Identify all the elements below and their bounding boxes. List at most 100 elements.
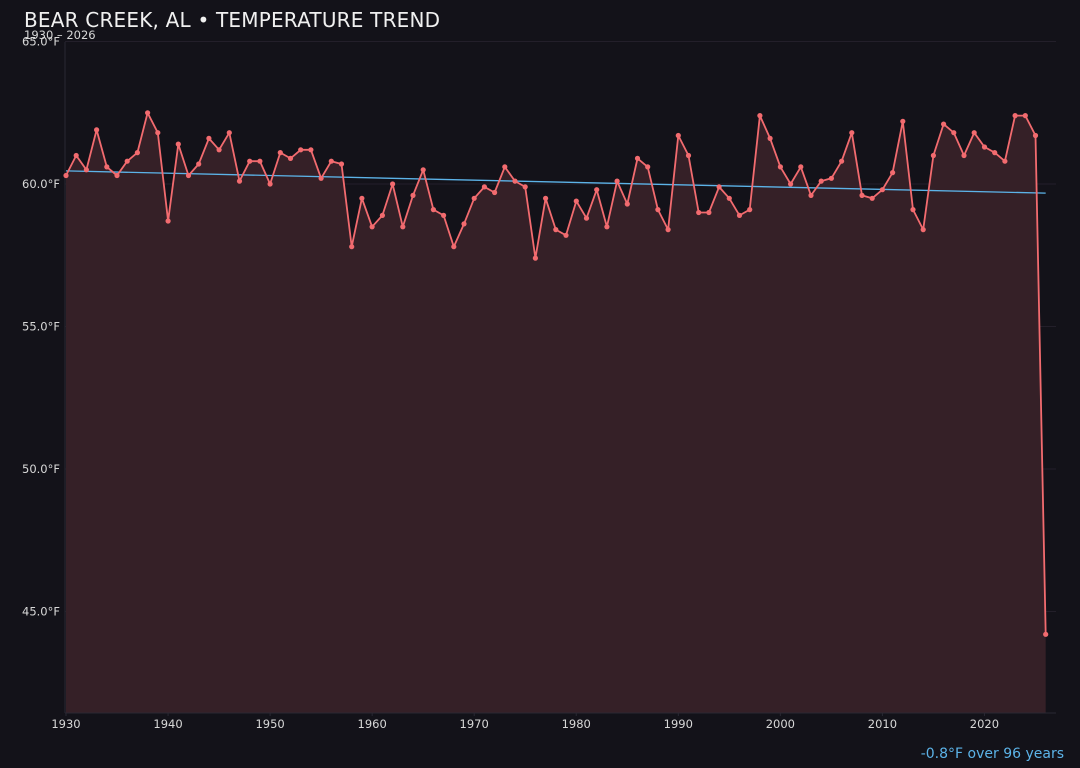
data-points [63, 110, 1049, 637]
data-point [196, 161, 202, 167]
data-point [114, 172, 120, 179]
data-point [185, 172, 192, 179]
data-point [512, 178, 518, 184]
data-point [441, 212, 447, 218]
data-point [451, 244, 457, 250]
data-point [73, 152, 79, 159]
data-point [839, 158, 845, 164]
data-point [767, 135, 773, 141]
x-tick-label: 2000 [766, 717, 795, 731]
data-point [390, 181, 396, 187]
chart-title: BEAR CREEK, AL • TEMPERATURE TREND [24, 8, 441, 32]
data-point [757, 113, 763, 119]
data-point [308, 147, 314, 153]
x-tick-label: 1960 [358, 717, 387, 731]
data-point [1032, 132, 1039, 139]
data-point [543, 195, 549, 201]
data-point [900, 118, 906, 124]
data-point [655, 207, 661, 213]
data-point [104, 164, 110, 170]
data-point [257, 158, 263, 164]
data-point [788, 181, 794, 187]
data-point [267, 181, 273, 187]
data-point [920, 227, 926, 233]
data-point [216, 147, 222, 153]
y-tick-label: 60.0°F [22, 177, 60, 191]
data-point [706, 209, 712, 216]
x-tick-label: 2020 [970, 717, 999, 731]
y-tick-label: 55.0°F [22, 320, 60, 334]
data-point [879, 187, 886, 193]
data-point [910, 207, 916, 213]
data-point [420, 167, 426, 173]
y-tick-label: 50.0°F [22, 462, 60, 476]
data-point [573, 198, 579, 204]
data-point [236, 178, 243, 184]
data-point [349, 244, 355, 250]
data-point [818, 178, 824, 184]
data-point [247, 158, 253, 164]
data-point [563, 232, 569, 238]
data-point [726, 195, 732, 201]
data-point [716, 184, 722, 190]
data-point [604, 224, 610, 230]
data-point [614, 178, 620, 184]
x-tick-label: 1940 [153, 717, 182, 731]
x-tick-label: 1930 [51, 717, 80, 731]
data-point [502, 164, 508, 170]
data-point [981, 144, 988, 150]
data-point [685, 152, 692, 159]
data-point [359, 195, 365, 201]
data-point [583, 215, 590, 221]
data-point [124, 158, 130, 164]
data-point [747, 207, 753, 213]
y-tick-label: 45.0°F [22, 605, 60, 619]
data-point [175, 141, 181, 147]
data-point [696, 209, 702, 216]
data-point [1012, 113, 1018, 119]
data-point [1043, 631, 1049, 637]
data-point [808, 192, 814, 198]
data-point [83, 167, 89, 173]
data-point [461, 221, 467, 227]
data-point [930, 152, 937, 159]
data-point [522, 184, 528, 190]
data-point [94, 127, 100, 133]
data-point [634, 155, 641, 161]
data-point [165, 218, 171, 224]
data-point [369, 224, 375, 230]
y-axis-ticks: 65.0°F 60.0°F 55.0°F 50.0°F 45.0°F [22, 35, 60, 619]
data-point [1022, 113, 1028, 119]
data-point [859, 192, 865, 198]
data-point [155, 130, 161, 136]
data-point [410, 192, 416, 198]
data-point [298, 147, 304, 153]
data-point [134, 150, 140, 156]
data-point [226, 130, 232, 136]
data-point [328, 158, 334, 164]
data-point [777, 164, 784, 170]
x-tick-label: 1950 [255, 717, 284, 731]
data-point [645, 164, 651, 170]
data-point [492, 189, 498, 196]
data-point [849, 130, 855, 136]
data-point [951, 130, 957, 136]
data-point [594, 187, 600, 193]
data-point [890, 170, 896, 176]
x-axis-ticks: 1930 1940 1950 1960 1970 1980 1990 2000 2010 2020 [51, 713, 999, 731]
data-point [430, 207, 436, 213]
data-point [828, 175, 835, 181]
data-point [553, 227, 559, 233]
chart-subtitle: 1930 – 2026 [24, 28, 96, 42]
data-point [798, 164, 804, 170]
data-point [206, 135, 212, 141]
data-point [481, 184, 487, 190]
data-point [400, 224, 406, 230]
data-point [971, 130, 977, 136]
data-point [961, 152, 967, 159]
x-tick-label: 1980 [562, 717, 591, 731]
data-point [1002, 158, 1008, 164]
axes [64, 42, 1056, 714]
temperature-area-fill [66, 112, 1046, 714]
